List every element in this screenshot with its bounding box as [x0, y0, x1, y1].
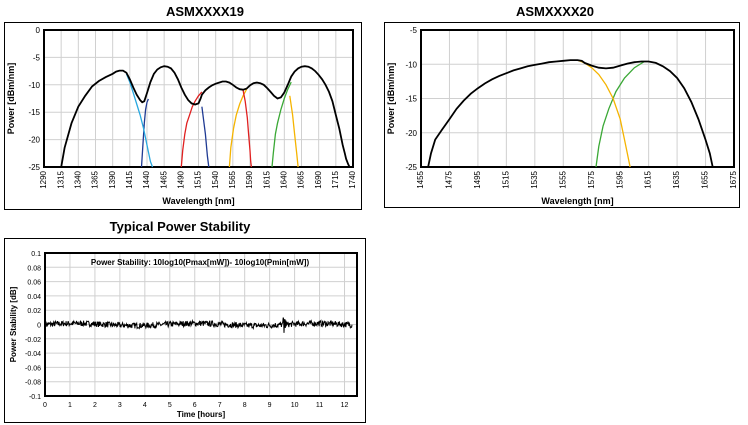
- series-line: [125, 73, 154, 168]
- series-line: [140, 98, 149, 168]
- series-line: [228, 88, 248, 168]
- y-tick-label: 0: [37, 323, 41, 330]
- series-line: [201, 106, 210, 168]
- x-tick-label: 0: [43, 402, 47, 409]
- y-tick-label: 0.06: [27, 280, 41, 287]
- x-tick-label: 1635: [672, 170, 681, 188]
- x-tick-label: 1715: [331, 170, 340, 188]
- x-tick-label: 1575: [587, 170, 596, 188]
- y-tick-label: 0.1: [31, 251, 41, 258]
- y-tick-label: -0.06: [25, 365, 41, 372]
- y-axis-label: Power Stability [dB]: [9, 286, 18, 362]
- y-tick-label: -20: [28, 136, 40, 145]
- series-line: [60, 65, 351, 168]
- chart1-frame: [4, 22, 362, 210]
- series-line: [595, 60, 645, 168]
- x-axis-label: Wavelength [nm]: [162, 196, 234, 206]
- x-tick-label: 1595: [615, 170, 624, 188]
- x-tick-label: 12: [341, 402, 349, 409]
- series-line: [271, 81, 292, 168]
- x-tick-label: 1315: [56, 170, 65, 188]
- x-tick-label: 1515: [501, 170, 510, 188]
- x-tick-label: 1290: [39, 170, 48, 188]
- y-axis-label: Power [dBm/nm]: [386, 63, 396, 135]
- x-tick-label: 1340: [73, 170, 82, 188]
- x-tick-label: 1490: [176, 170, 185, 188]
- x-tick-label: 1540: [211, 170, 220, 188]
- x-tick-label: 6: [193, 402, 197, 409]
- plot-area-border: [420, 29, 735, 168]
- x-tick-label: 9: [268, 402, 272, 409]
- y-tick-label: -25: [28, 163, 40, 172]
- x-tick-label: 11: [316, 402, 323, 409]
- x-tick-label: 1565: [228, 170, 237, 188]
- x-tick-label: 1455: [416, 170, 425, 188]
- x-tick-label: 10: [291, 402, 299, 409]
- y-tick-label: -0.04: [25, 351, 41, 358]
- x-tick-label: 1615: [644, 170, 653, 188]
- chart2-frame: [384, 22, 740, 208]
- x-tick-label: 1515: [194, 170, 203, 188]
- chart1-title: ASMXXXX19: [165, 4, 245, 19]
- x-tick-label: 1365: [91, 170, 100, 188]
- series-line: [427, 59, 714, 168]
- y-tick-label: -0.1: [29, 394, 41, 401]
- series-line: [180, 91, 203, 168]
- series-line: [44, 317, 353, 333]
- x-tick-label: 1655: [701, 170, 710, 188]
- x-tick-label: 5: [168, 402, 172, 409]
- y-tick-label: -15: [28, 108, 40, 117]
- x-tick-label: 7: [218, 402, 222, 409]
- x-tick-label: 1675: [729, 170, 738, 188]
- x-tick-label: 1555: [558, 170, 567, 188]
- y-tick-label: -10: [28, 81, 40, 90]
- chart-annotation: Power Stability: 10log10(Pmax[mW])- 10lo…: [91, 258, 310, 267]
- x-tick-label: 1495: [473, 170, 482, 188]
- y-tick-label: -25: [405, 163, 417, 172]
- y-tick-label: -15: [405, 95, 417, 104]
- x-tick-label: 1590: [245, 170, 254, 188]
- plot-area-border: [43, 29, 354, 168]
- chart3-title: Typical Power Stability: [109, 219, 251, 234]
- series-line: [577, 59, 631, 168]
- y-tick-label: 0: [36, 26, 41, 35]
- x-tick-label: 1690: [314, 170, 323, 188]
- y-tick-label: -5: [410, 26, 418, 35]
- series-line: [242, 90, 253, 168]
- y-tick-label: 0.02: [27, 308, 41, 315]
- x-tick-label: 1465: [159, 170, 168, 188]
- series-line: [289, 95, 299, 168]
- chart3-frame: [4, 238, 366, 423]
- y-tick-label: -0.02: [25, 337, 41, 344]
- y-tick-label: -20: [405, 129, 417, 138]
- x-tick-label: 1390: [108, 170, 117, 188]
- x-tick-label: 1535: [530, 170, 539, 188]
- x-tick-label: 1440: [142, 170, 151, 188]
- x-tick-label: 2: [93, 402, 97, 409]
- y-tick-label: 0.08: [27, 265, 41, 272]
- y-tick-label: 0.04: [27, 294, 41, 301]
- x-tick-label: 8: [243, 402, 247, 409]
- chart2-title: ASMXXXX20: [515, 4, 595, 19]
- x-tick-label: 1: [68, 402, 72, 409]
- x-axis-label: Time [hours]: [177, 410, 226, 419]
- y-tick-label: -5: [33, 53, 41, 62]
- x-tick-label: 1415: [125, 170, 134, 188]
- x-tick-label: 1665: [297, 170, 306, 188]
- x-tick-label: 4: [143, 402, 147, 409]
- y-tick-label: -0.08: [25, 380, 41, 387]
- x-tick-label: 1615: [262, 170, 271, 188]
- x-tick-label: 3: [118, 402, 122, 409]
- x-tick-label: 1640: [279, 170, 288, 188]
- y-tick-label: -10: [405, 60, 417, 69]
- y-axis-label: Power [dBm/nm]: [6, 63, 16, 135]
- x-tick-label: 1475: [445, 170, 454, 188]
- x-tick-label: 1740: [348, 170, 357, 188]
- x-axis-label: Wavelength [nm]: [541, 196, 613, 206]
